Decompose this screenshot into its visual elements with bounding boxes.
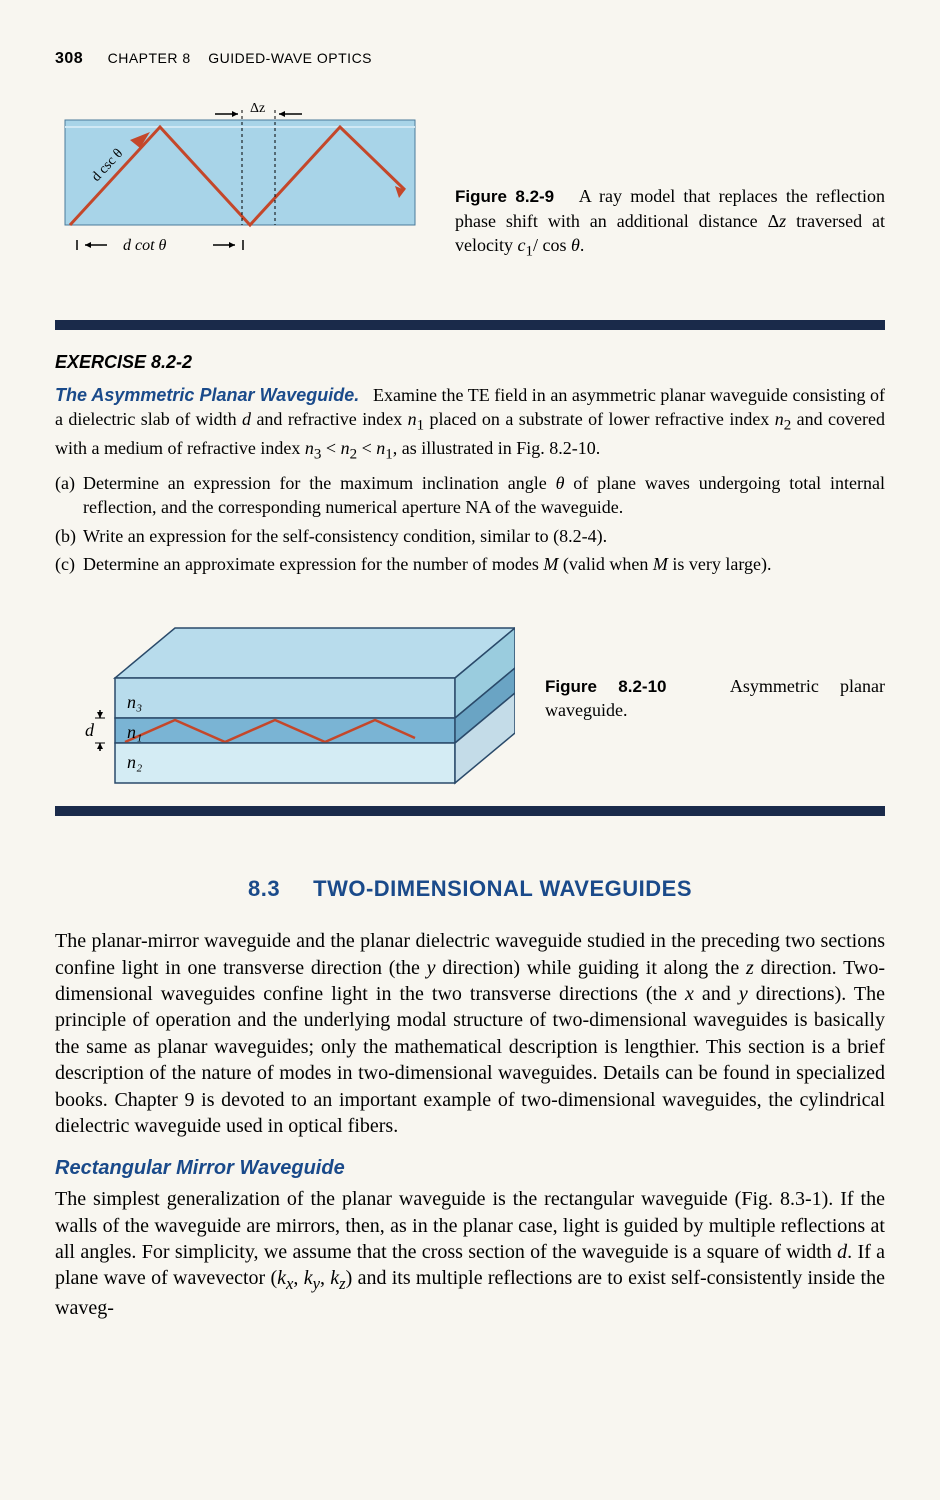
exercise-item-b: (b) Write an expression for the self-con… <box>55 524 885 548</box>
figure-8-2-10-diagram: n₃ n₁ n₂ d <box>55 598 515 798</box>
figure-8-2-9-diagram: Δz d csc θ d cot θ <box>55 90 425 290</box>
figure-8-2-9-label: Figure 8.2-9 <box>455 187 554 206</box>
exercise-item-a: (a) Determine an expression for the maxi… <box>55 471 885 520</box>
n1-label: n₁ <box>127 722 142 742</box>
d-label: d <box>85 720 95 740</box>
exercise-item-text: Determine an approximate expression for … <box>83 552 885 576</box>
figure-8-2-9-caption: Figure 8.2-9 A ray model that replaces t… <box>455 184 885 290</box>
chapter-title: GUIDED-WAVE OPTICS <box>208 50 372 66</box>
divider-rule-top <box>55 320 885 330</box>
d-cot-theta-label: d cot θ <box>123 237 167 254</box>
paragraph-1: The planar-mirror waveguide and the plan… <box>55 928 885 1139</box>
exercise-item-label: (b) <box>55 524 83 548</box>
figure-8-2-10-row: n₃ n₁ n₂ d Figure 8.2-10 Asymmetric plan… <box>55 598 885 798</box>
exercise-body: The Asymmetric Planar Waveguide. Examine… <box>55 383 885 465</box>
section-title: TWO-DIMENSIONAL WAVEGUIDES <box>313 876 692 901</box>
figure-8-2-9-row: Δz d csc θ d cot θ Figure 8.2-9 A ray mo… <box>55 90 885 290</box>
running-header: 308 CHAPTER 8 GUIDED-WAVE OPTICS <box>55 50 885 68</box>
n2-label: n₂ <box>127 752 142 772</box>
section-number: 8.3 <box>248 876 280 901</box>
exercise-item-c: (c) Determine an approximate expression … <box>55 552 885 576</box>
paragraph-2: The simplest generalization of the plana… <box>55 1186 885 1322</box>
exercise-item-label: (c) <box>55 552 83 576</box>
exercise-number: EXERCISE 8.2-2 <box>55 352 885 373</box>
section-heading: 8.3 TWO-DIMENSIONAL WAVEGUIDES <box>55 876 885 902</box>
subsection-heading: Rectangular Mirror Waveguide <box>55 1157 885 1180</box>
textbook-page: 308 CHAPTER 8 GUIDED-WAVE OPTICS <box>0 0 940 1500</box>
exercise-item-label: (a) <box>55 471 83 520</box>
n3-label: n₃ <box>127 692 142 712</box>
page-number: 308 <box>55 50 83 67</box>
delta-z-label: Δz <box>250 101 265 116</box>
asymmetric-waveguide-svg: n₃ n₁ n₂ d <box>55 598 515 798</box>
figure-8-2-10-label: Figure 8.2-10 <box>545 677 667 696</box>
ray-model-svg: Δz d csc θ d cot θ <box>55 90 425 290</box>
exercise-item-text: Write an expression for the self-consist… <box>83 524 885 548</box>
chapter-label: CHAPTER 8 <box>108 50 191 66</box>
exercise-title: The Asymmetric Planar Waveguide. <box>55 385 359 405</box>
divider-rule-bottom <box>55 806 885 816</box>
exercise-item-text: Determine an expression for the maximum … <box>83 471 885 520</box>
figure-8-2-10-caption: Figure 8.2-10 Asymmetric planar waveguid… <box>545 674 885 723</box>
